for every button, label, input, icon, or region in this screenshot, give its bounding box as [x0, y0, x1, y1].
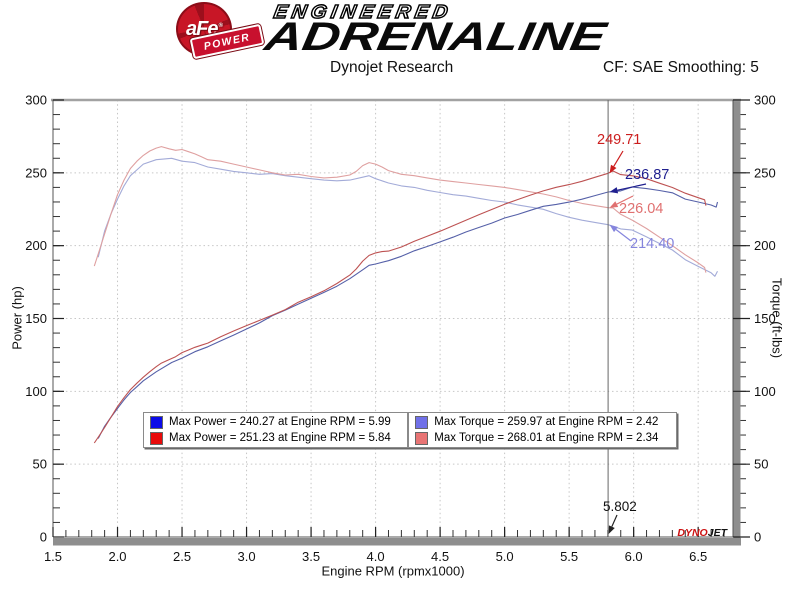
readout-label-torque_red: 226.04 — [619, 201, 663, 217]
x-tick-label: 5.0 — [496, 549, 514, 564]
legend-swatch-icon — [150, 431, 163, 445]
curve-power_blue — [97, 186, 719, 439]
x-tick-label: 3.0 — [238, 549, 256, 564]
y-tick-label-left: 150 — [25, 311, 47, 326]
x-tick-label: 6.0 — [625, 549, 643, 564]
legend-swatch-icon — [415, 415, 429, 429]
y-tick-label-right: 250 — [754, 165, 776, 180]
y-axis-left-title: Power (hp) — [9, 286, 25, 350]
frame-bottom-wall — [53, 538, 741, 546]
readout-torque_red-shaft — [616, 195, 634, 205]
readout-power_red-arrowhead-icon — [609, 164, 617, 174]
readout-label-power_red: 249.71 — [597, 132, 641, 148]
brand-wordmark: ENGINEERED ADRENALINE — [260, 1, 611, 56]
adrenaline-wordmark: ADRENALINE — [260, 14, 611, 56]
x-tick-label: 5.5 — [560, 549, 578, 564]
curve-torque_red — [93, 146, 707, 273]
legend-swatch-icon — [150, 415, 163, 429]
legend-row: Max Torque = 268.01 at Engine RPM = 2.34 — [409, 430, 676, 446]
y-axis-right-title: Torque (ft-lbs) — [769, 277, 785, 359]
x-tick-label: 4.5 — [431, 549, 449, 564]
readout-torque_blue-shaft — [615, 229, 632, 242]
y-tick-label-right: 300 — [754, 93, 776, 108]
legend-swatch-icon — [415, 431, 429, 445]
y-tick-label-right: 150 — [754, 311, 776, 326]
x-tick-label: 4.0 — [367, 549, 385, 564]
cursor-rpm-arrowhead-icon — [608, 525, 615, 534]
x-tick-label: 3.5 — [302, 549, 320, 564]
x-tick-label: 1.5 — [44, 549, 62, 564]
legend-row: Max Power = 240.27 at Engine RPM = 5.99 — [144, 414, 407, 430]
readout-label-torque_blue: 214.40 — [630, 236, 674, 252]
engineered-wordmark: ENGINEERED — [272, 2, 454, 23]
y-tick-label-left: 100 — [25, 384, 47, 399]
legend-row: Max Power = 251.23 at Engine RPM = 5.84 — [144, 430, 407, 446]
legend-box-torque: Max Torque = 259.97 at Engine RPM = 2.42… — [408, 412, 677, 448]
y-tick-label-right: 100 — [754, 384, 776, 399]
readout-torque_red-arrowhead-icon — [609, 201, 619, 208]
legend-entry-text: Max Torque = 259.97 at Engine RPM = 2.42 — [434, 416, 659, 428]
readout-power_blue-arrowhead-icon — [609, 187, 619, 194]
x-axis-title: Engine RPM (rpmx1000) — [321, 563, 465, 579]
y-tick-label-left: 0 — [40, 530, 47, 545]
y-tick-label-right: 200 — [754, 238, 776, 253]
cursor-rpm-shaft — [611, 514, 618, 527]
y-tick-label-right: 50 — [754, 457, 768, 472]
y-tick-label-right: 0 — [754, 530, 761, 545]
dynojet-logo-icon: DYNOJET — [677, 527, 728, 539]
y-tick-label-left: 200 — [25, 238, 47, 253]
y-tick-label-left: 250 — [25, 165, 47, 180]
curve-torque_blue — [97, 157, 718, 277]
x-tick-label: 6.5 — [689, 549, 707, 564]
cursor-rpm-label: 5.802 — [603, 499, 637, 514]
readout-power_red-shaft — [613, 150, 624, 167]
curve-power_red — [93, 170, 707, 444]
legend-entry-text: Max Power = 240.27 at Engine RPM = 5.99 — [169, 416, 391, 428]
legend: Max Power = 240.27 at Engine RPM = 5.99 M… — [143, 412, 677, 448]
y-tick-label-left: 50 — [33, 457, 47, 472]
readout-label-power_blue: 236.87 — [625, 167, 669, 183]
x-tick-label: 2.0 — [108, 549, 126, 564]
legend-box-power: Max Power = 240.27 at Engine RPM = 5.99 M… — [143, 412, 408, 448]
x-tick-label: 2.5 — [173, 549, 191, 564]
correction-factor-label: CF: SAE Smoothing: 5 — [603, 59, 759, 76]
y-tick-label-left: 300 — [25, 93, 47, 108]
readout-power_blue-shaft — [617, 183, 647, 191]
legend-entry-text: Max Power = 251.23 at Engine RPM = 5.84 — [169, 432, 391, 444]
legend-row: Max Torque = 259.97 at Engine RPM = 2.42 — [409, 414, 676, 430]
registered-mark-icon: ® — [218, 22, 224, 29]
legend-entry-text: Max Torque = 268.01 at Engine RPM = 2.34 — [434, 432, 659, 444]
frame-right-wall — [733, 100, 741, 545]
readout-torque_blue-arrowhead-icon — [609, 224, 618, 233]
chart-title: Dynojet Research — [330, 59, 454, 76]
